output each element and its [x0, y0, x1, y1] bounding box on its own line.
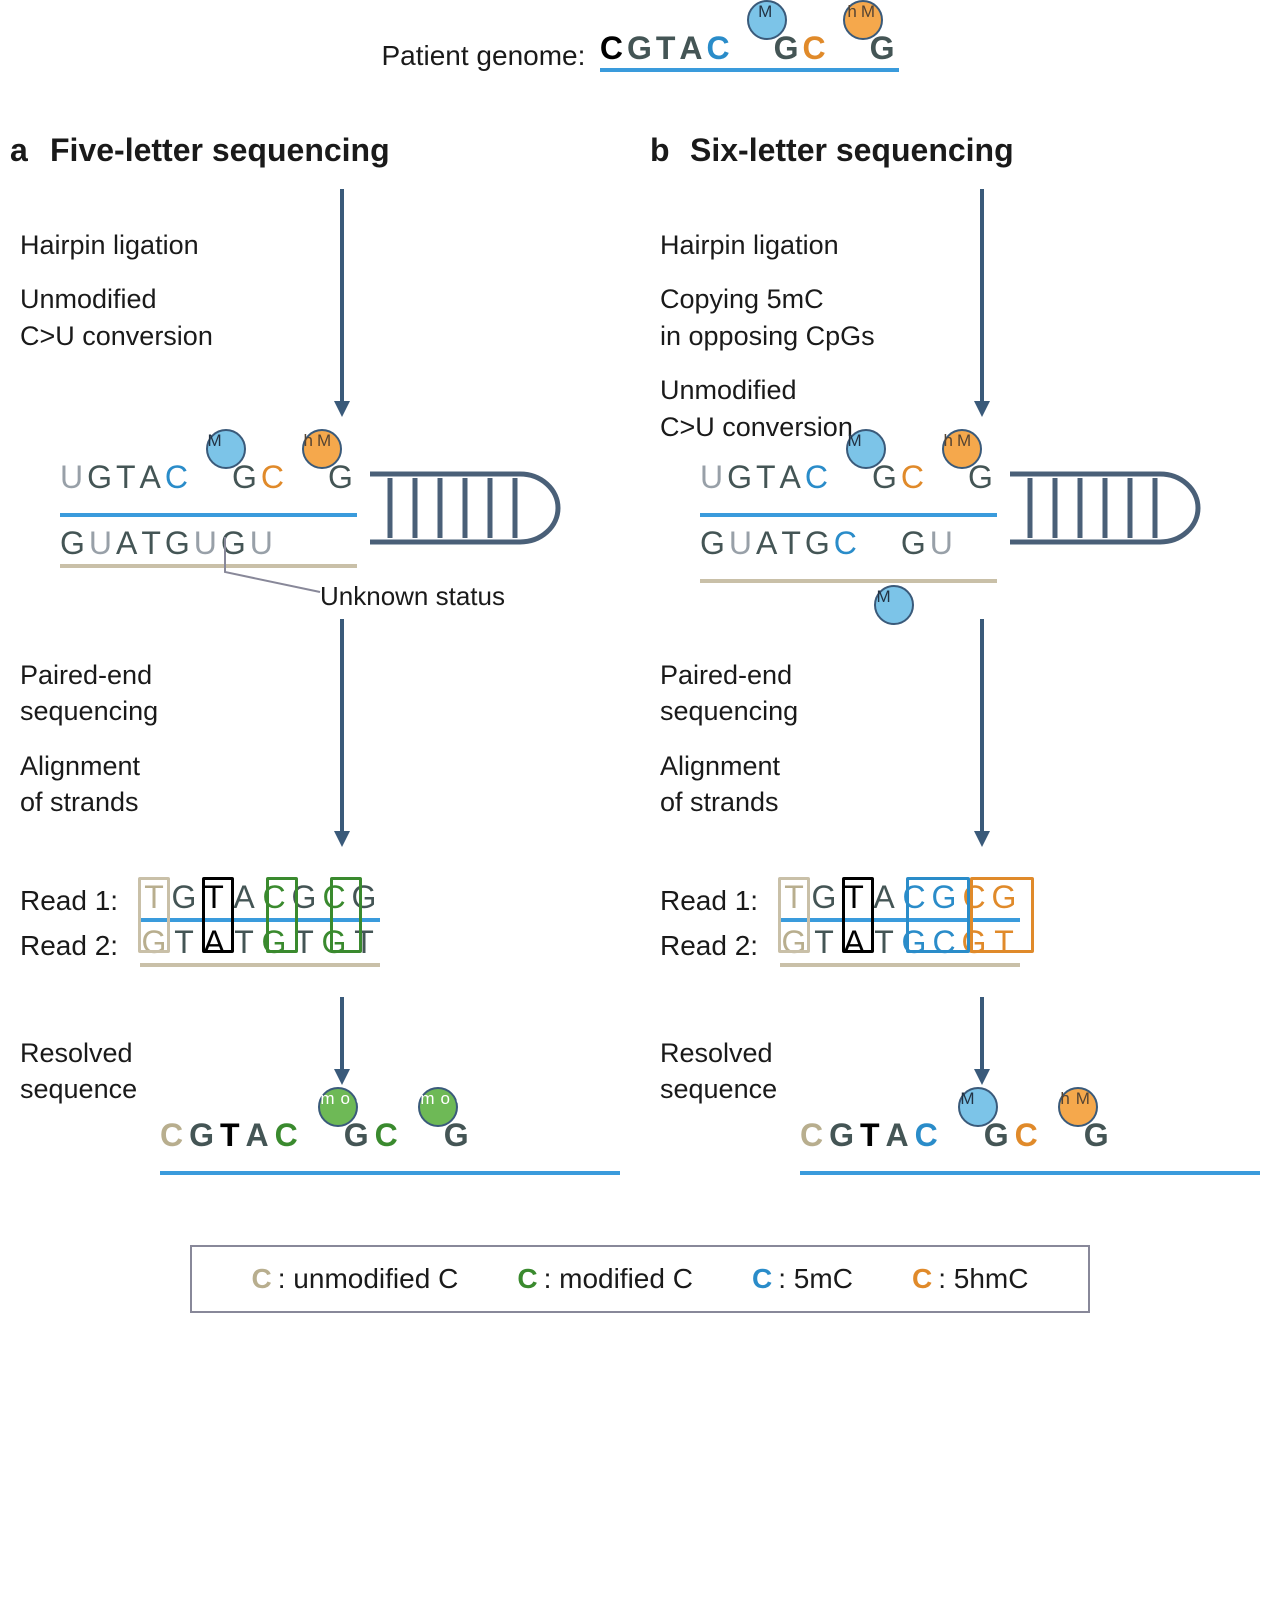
resolved-sequence: CGTACMGChMG	[800, 1117, 1260, 1175]
panel-a-title: Five-letter sequencing	[50, 132, 620, 169]
panel-b: b Six-letter sequencing Hairpin ligation…	[660, 132, 1260, 1195]
panel-b-step2: Paired-endsequencingAlignmentof strands	[660, 619, 1260, 849]
panel-a-step2: Paired-endsequencingAlignmentof strands	[20, 619, 620, 849]
resolved-label: Resolvedsequence	[20, 1035, 290, 1108]
read1-sequence: TGTACGCG	[780, 879, 1020, 922]
arrow-icon	[332, 189, 352, 419]
hairpin-top-strand: UGTACMGChMG	[700, 459, 997, 517]
legend: C: unmodified CC: modified CC: 5mCC: 5hm…	[190, 1245, 1090, 1313]
resolved-label: Resolvedsequence	[660, 1035, 930, 1108]
hairpin-bottom-strand: GUATGCMGU	[700, 525, 997, 583]
arrow-icon	[332, 997, 352, 1087]
read2-label: Read 2:	[20, 930, 140, 962]
panel-a-resolved: CGTACmodGCmodG	[20, 1117, 620, 1175]
panel-a-reads: Read 1: TGTACGCG Read 2: GTATGTGT	[20, 879, 620, 967]
step2-labels: Paired-endsequencingAlignmentof strands	[660, 639, 930, 839]
hairpin-loop-icon	[1010, 454, 1270, 574]
arrow-icon	[332, 619, 352, 849]
panel-b-label: b	[650, 132, 670, 169]
panel-a-step3: Resolvedsequence	[20, 997, 620, 1087]
arrow-icon	[972, 997, 992, 1087]
step1-labels: Hairpin ligationUnmodifiedC>U conversion	[20, 209, 290, 372]
read2-sequence: GTATGCGT	[780, 924, 1020, 967]
genome-label: Patient genome:	[381, 40, 585, 72]
panel-b-resolved: CGTACMGChMG	[660, 1117, 1260, 1175]
arrow-icon	[972, 189, 992, 419]
panel-a-label: a	[10, 132, 28, 169]
read2-label: Read 2:	[660, 930, 780, 962]
read1-label: Read 1:	[660, 885, 780, 917]
panel-b-title: Six-letter sequencing	[690, 132, 1260, 169]
hairpin-loop-icon	[370, 454, 630, 574]
resolved-sequence: CGTACmodGCmodG	[160, 1117, 620, 1175]
panel-b-step1: Hairpin ligationCopying 5mCin opposing C…	[660, 189, 1260, 419]
panel-a: a Five-letter sequencing Hairpin ligatio…	[20, 132, 620, 1195]
read1-sequence: TGTACGCG	[140, 879, 380, 922]
step1-labels: Hairpin ligationCopying 5mCin opposing C…	[660, 209, 930, 463]
panel-b-step3: Resolvedsequence	[660, 997, 1260, 1087]
panel-b-hairpin: UGTACMGChMG GUATGCMGU	[660, 459, 1260, 599]
panels-container: a Five-letter sequencing Hairpin ligatio…	[20, 132, 1260, 1195]
unknown-status-label: Unknown status	[320, 581, 505, 612]
hairpin-top-strand: UGTACMGChMG	[60, 459, 357, 517]
step3-label: Resolvedsequence	[20, 1017, 290, 1126]
genome-sequence: CGTACMGChMG	[600, 30, 899, 72]
step3-label: Resolvedsequence	[660, 1017, 930, 1126]
read1-label: Read 1:	[20, 885, 140, 917]
panel-a-hairpin: UGTACMGChMG GUATGUGU Unknown status	[20, 459, 620, 599]
step2-labels: Paired-endsequencingAlignmentof strands	[20, 639, 290, 839]
read2-sequence: GTATGTGT	[140, 924, 380, 967]
panel-b-reads: Read 1: TGTACGCG Read 2: GTATGCGT	[660, 879, 1260, 967]
panel-a-step1: Hairpin ligationUnmodifiedC>U conversion	[20, 189, 620, 419]
arrow-icon	[972, 619, 992, 849]
patient-genome-header: Patient genome: CGTACMGChMG	[20, 30, 1260, 82]
